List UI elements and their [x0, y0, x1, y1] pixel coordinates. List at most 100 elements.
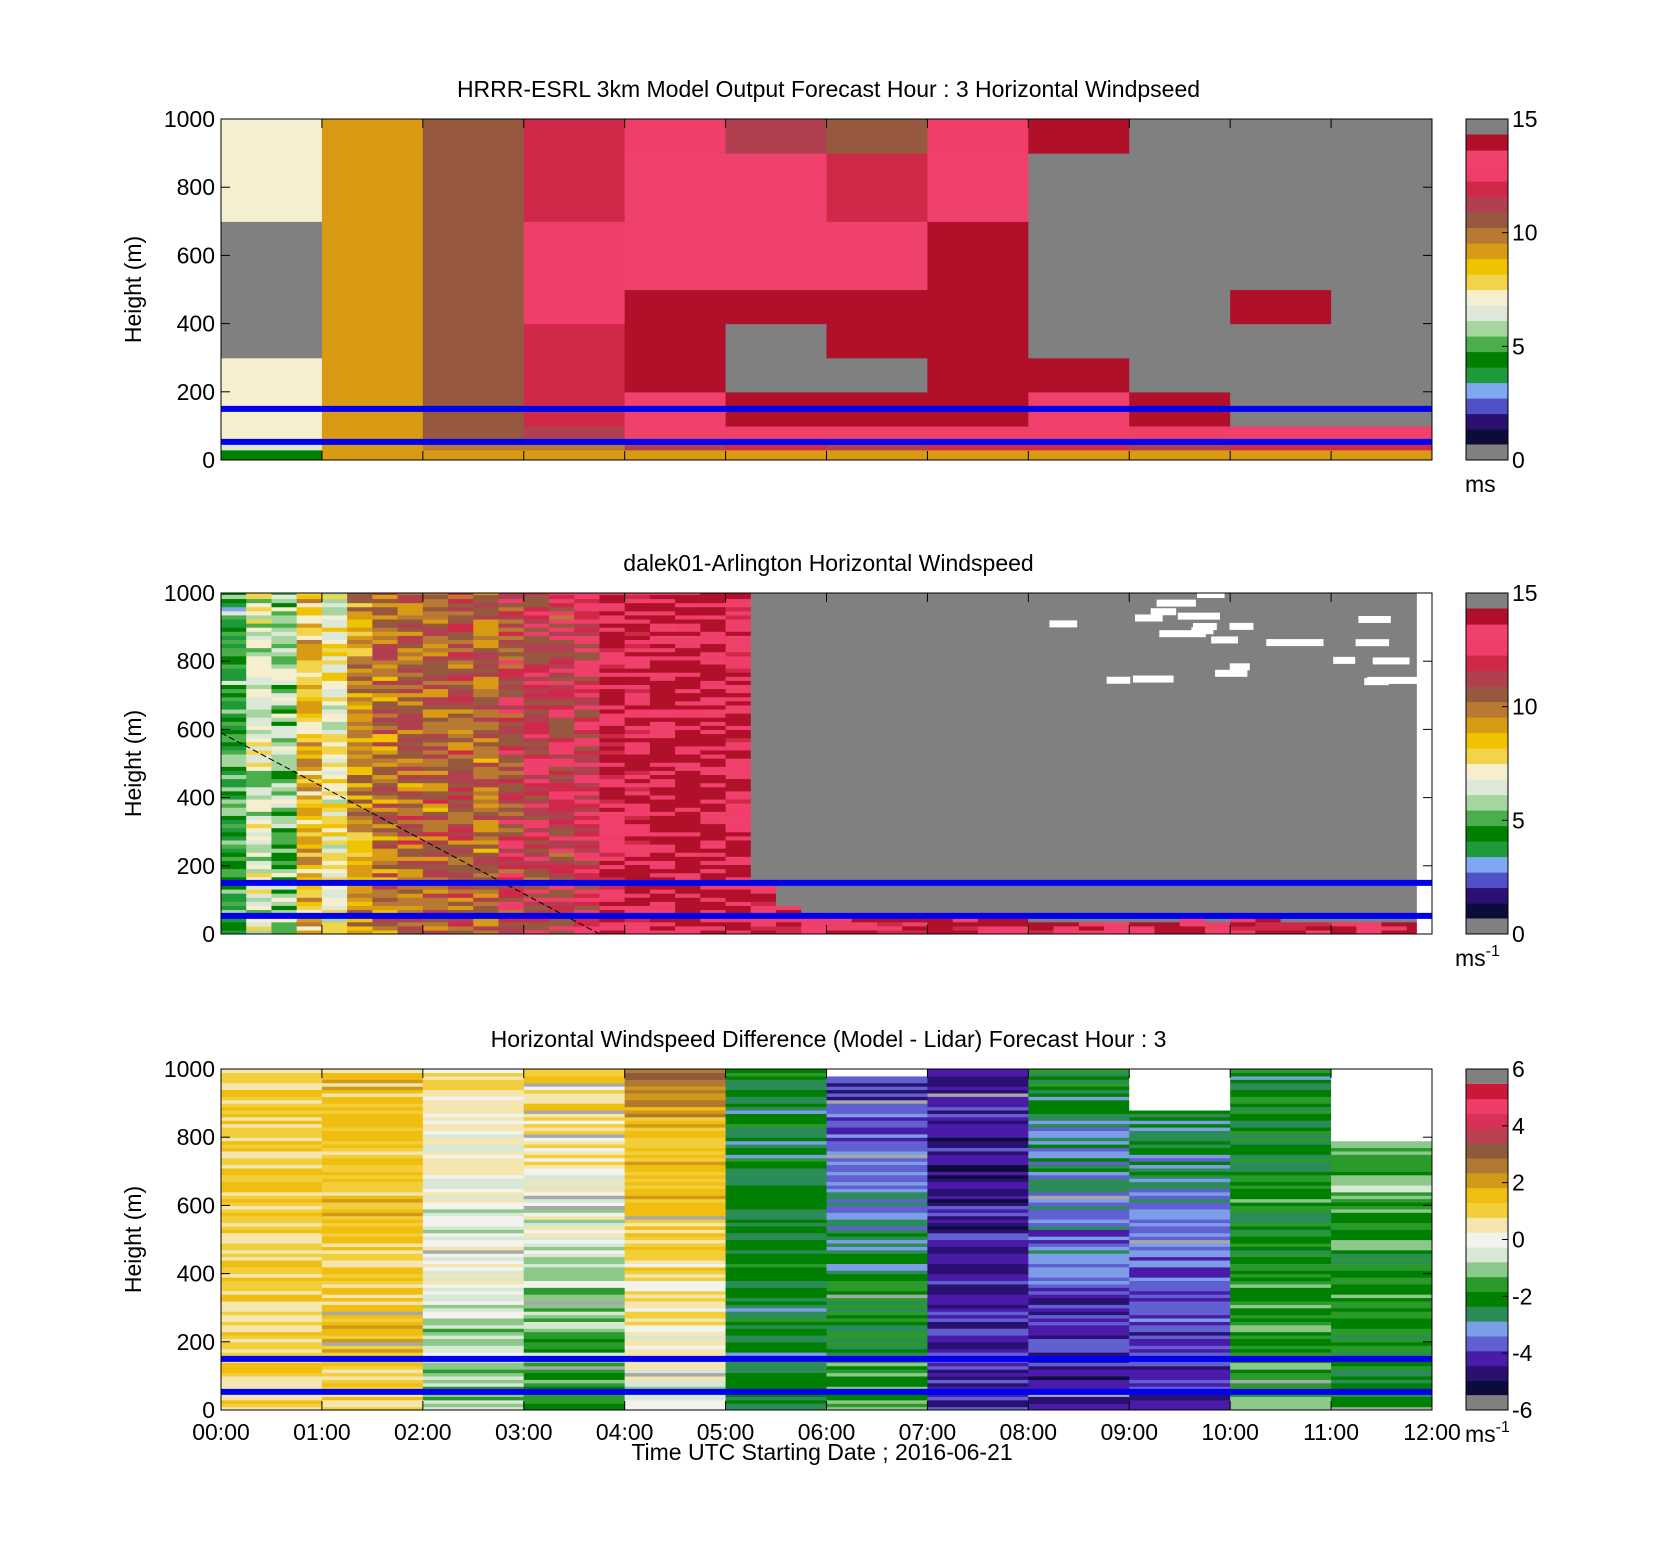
heatmap-cell: [927, 606, 954, 612]
heatmap-cell: [977, 929, 1004, 934]
heatmap-cell: [1331, 876, 1357, 882]
heatmap-cell: [750, 917, 777, 923]
heatmap-cell: [372, 696, 399, 702]
heatmap-cell: [422, 602, 449, 608]
heatmap-cell: [1179, 782, 1206, 788]
heatmap-cell: [801, 737, 828, 743]
heatmap-cell: [221, 1161, 323, 1166]
heatmap-cell: [876, 819, 903, 825]
heatmap-cell: [624, 876, 651, 882]
heatmap-cell: [826, 639, 853, 645]
heatmap-cell: [902, 602, 929, 608]
heatmap-cell: [321, 1195, 424, 1200]
heatmap-cell: [851, 901, 878, 906]
heatmap-cell: [271, 672, 298, 677]
heatmap-cell: [1078, 635, 1105, 640]
heatmap-cell: [801, 598, 828, 604]
heatmap-cell: [523, 1307, 626, 1312]
heatmap-cell: [1356, 872, 1383, 878]
heatmap-cell: [548, 688, 575, 694]
heatmap-cell: [1078, 700, 1105, 706]
heatmap-cell: [1280, 717, 1307, 722]
heatmap-cell: [1003, 872, 1029, 878]
heatmap-cell: [422, 1116, 525, 1121]
heatmap-cell: [599, 888, 626, 894]
heatmap-cell: [675, 593, 701, 595]
heatmap-cell: [347, 819, 373, 825]
heatmap-cell: [1230, 119, 1332, 154]
heatmap-cell: [826, 803, 853, 808]
heatmap-cell: [574, 848, 601, 853]
heatmap-cell: [296, 717, 323, 722]
heatmap-cell: [1028, 708, 1055, 714]
heatmap-cell: [599, 647, 626, 653]
heatmap-cell: [221, 1154, 323, 1159]
heatmap-cell: [1028, 635, 1055, 640]
heatmap-cell: [498, 618, 525, 624]
heatmap-cell: [296, 872, 323, 878]
heatmap-cell: [1331, 119, 1432, 154]
heatmap-cell: [221, 831, 247, 837]
heatmap-cell: [826, 807, 853, 812]
heatmap-cell: [977, 823, 1004, 829]
heatmap-cell: [246, 852, 273, 857]
heatmap-cell: [347, 745, 373, 751]
heatmap-cell: [876, 762, 903, 767]
heatmap-cell: [801, 647, 828, 653]
heatmap-cell: [397, 741, 424, 747]
heatmap-cell: [700, 893, 727, 898]
heatmap-cell: [1204, 692, 1231, 698]
heatmap-cell: [473, 659, 500, 665]
heatmap-cell: [1204, 602, 1231, 608]
heatmap-cell: [422, 778, 449, 784]
heatmap-cell: [1053, 774, 1080, 780]
heatmap-cell: [1356, 905, 1383, 911]
heatmap-cell: [296, 815, 323, 821]
heatmap-cell: [851, 758, 878, 763]
heatmap-cell: [221, 1304, 323, 1309]
heatmap-cell: [750, 786, 777, 792]
heatmap-cell: [422, 819, 449, 825]
heatmap-cell: [1104, 610, 1130, 616]
heatmap-cell: [422, 676, 449, 681]
heatmap-cell: [624, 704, 651, 710]
heatmap-cell: [750, 827, 777, 833]
heatmap-cell: [902, 790, 929, 796]
heatmap-cell: [624, 713, 651, 718]
heatmap-cell: [952, 766, 979, 771]
heatmap-cell: [826, 798, 853, 804]
heatmap-cell: [1129, 696, 1156, 702]
heatmap-cell: [700, 692, 727, 698]
heatmap-cell: [1003, 655, 1029, 661]
heatmap-cell: [851, 888, 878, 894]
heatmap-cell: [523, 449, 626, 460]
heatmap-cell: [473, 684, 500, 690]
heatmap-cell: [750, 696, 777, 702]
heatmap-cell: [422, 1208, 525, 1213]
heatmap-cell: [1204, 737, 1231, 743]
heatmap-cell: [826, 1399, 929, 1404]
no-data-gap: [1372, 657, 1410, 665]
heatmap-cell: [1003, 856, 1029, 861]
heatmap-cell: [1053, 798, 1080, 804]
heatmap-cell: [1331, 153, 1432, 222]
heatmap-cell: [1255, 668, 1282, 673]
heatmap-cell: [1053, 860, 1080, 866]
heatmap-cell: [246, 737, 273, 743]
heatmap-cell: [321, 1403, 424, 1408]
heatmap-cell: [574, 803, 601, 808]
heatmap-cell: [624, 1069, 727, 1074]
heatmap-cell: [221, 856, 247, 861]
heatmap-cell: [1230, 888, 1256, 894]
heatmap-cell: [1381, 762, 1408, 767]
heatmap-cell: [675, 786, 701, 792]
heatmap-cell: [1230, 602, 1256, 608]
heatmap-cell: [246, 872, 273, 878]
heatmap-cell: [902, 717, 929, 722]
heatmap-cell: [700, 852, 727, 857]
heatmap-cell: [1104, 647, 1130, 653]
heatmap-cell: [1305, 594, 1332, 600]
heatmap-cell: [725, 770, 752, 776]
y-tick-label: 600: [177, 242, 215, 268]
heatmap-cell: [776, 631, 802, 636]
